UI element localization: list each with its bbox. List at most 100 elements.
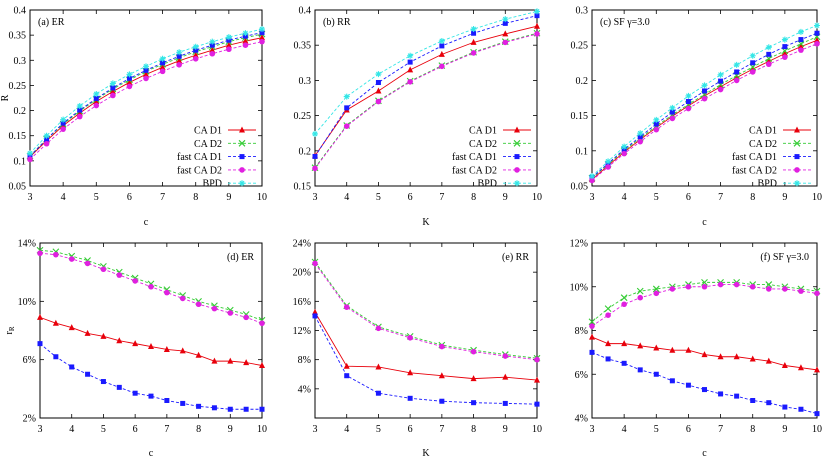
data-point xyxy=(211,357,218,364)
data-point xyxy=(85,371,91,377)
x-tick-label: 5 xyxy=(376,192,381,203)
x-axis-label: c xyxy=(702,448,707,459)
x-tick-label: 10 xyxy=(812,192,822,203)
x-axis-label: c xyxy=(149,448,154,459)
data-point xyxy=(148,393,154,399)
data-point xyxy=(76,109,83,116)
data-point xyxy=(68,324,75,331)
y-tick-label: 12% xyxy=(570,239,588,250)
data-point xyxy=(227,357,234,364)
x-tick-label: 8 xyxy=(750,192,755,203)
data-point xyxy=(534,376,540,383)
data-point xyxy=(43,140,50,147)
data-point xyxy=(159,55,166,62)
data-point xyxy=(669,378,675,384)
data-point xyxy=(159,68,166,75)
data-point xyxy=(312,260,318,267)
y-tick-label: 0.1 xyxy=(14,156,27,167)
data-point xyxy=(589,333,595,340)
y-tick-label: 12% xyxy=(293,326,311,337)
data-point xyxy=(781,362,788,368)
legend-marker xyxy=(794,180,800,187)
data-point xyxy=(502,30,509,37)
legend-marker xyxy=(239,167,245,173)
data-point xyxy=(242,30,249,37)
data-point xyxy=(470,375,477,382)
plot-frame xyxy=(39,242,263,419)
data-point xyxy=(718,78,724,84)
data-point xyxy=(259,34,265,41)
data-point xyxy=(76,113,83,120)
data-point xyxy=(163,345,170,352)
data-point xyxy=(636,287,644,295)
data-point xyxy=(195,301,202,308)
legend-label: fast CA D1 xyxy=(732,152,777,163)
data-point xyxy=(588,318,596,326)
data-point xyxy=(717,86,724,93)
x-tick-label: 9 xyxy=(503,192,508,203)
data-point xyxy=(93,90,100,97)
data-point xyxy=(109,80,116,87)
series-line-fast-ca-d1 xyxy=(39,343,262,410)
x-tick-label: 3 xyxy=(313,424,318,435)
y-tick-label: 2% xyxy=(23,414,36,425)
data-point xyxy=(407,59,413,65)
data-point xyxy=(685,99,691,105)
data-point xyxy=(77,107,83,113)
data-point xyxy=(439,43,445,49)
y-tick-label: 0.25 xyxy=(294,111,312,122)
data-point xyxy=(605,356,611,362)
data-point xyxy=(750,60,756,66)
data-point xyxy=(797,43,804,50)
data-point xyxy=(604,305,612,313)
x-tick-label: 8 xyxy=(471,424,476,435)
y-tick-label: 0.35 xyxy=(294,41,312,52)
panel-d: 3 4 5 6 7 8 9 10 2% 6% 10% 14% (d) ER c rR xyxy=(4,239,267,460)
data-point xyxy=(132,340,139,347)
data-point xyxy=(621,360,627,366)
series-line-ca-d2 xyxy=(29,33,263,157)
x-tick-label: 5 xyxy=(376,424,381,435)
data-point xyxy=(797,28,804,35)
data-point xyxy=(126,83,133,90)
legend-marker xyxy=(239,180,245,187)
legend-marker xyxy=(514,180,520,187)
data-point xyxy=(534,356,540,363)
series-line-fast-ca-d2 xyxy=(314,33,538,169)
x-tick-label: 8 xyxy=(471,192,476,203)
x-tick-label: 6 xyxy=(127,192,132,203)
data-point xyxy=(193,47,199,53)
data-point xyxy=(702,387,707,393)
data-point xyxy=(438,50,445,57)
data-point xyxy=(37,313,43,320)
data-point xyxy=(196,403,202,409)
data-point xyxy=(160,60,166,66)
x-tick-label: 9 xyxy=(503,424,508,435)
data-point xyxy=(653,290,660,297)
data-point xyxy=(605,164,611,170)
data-point xyxy=(439,63,445,70)
y-axis-label: R xyxy=(0,94,11,101)
data-point xyxy=(243,314,249,321)
panel-a: 3 4 5 6 7 8 9 10 0.05 0.1 0.15 0.2 0.25 0.3 0.35 0.4 (a)… xyxy=(0,6,267,229)
data-point xyxy=(84,260,91,267)
legend-marker xyxy=(793,139,801,147)
data-point xyxy=(344,105,350,111)
data-point xyxy=(176,49,183,56)
x-tick-label: 9 xyxy=(226,192,231,203)
x-tick-label: 9 xyxy=(782,424,787,435)
data-point xyxy=(781,36,788,43)
data-point xyxy=(701,351,708,358)
legend-marker xyxy=(514,126,520,133)
data-point xyxy=(69,364,75,370)
series-line-fast-ca-d2 xyxy=(29,41,263,160)
data-point xyxy=(766,51,772,57)
data-point xyxy=(109,87,116,94)
data-point xyxy=(749,52,756,59)
y-tick-label: 0.3 xyxy=(14,56,27,67)
series-line-ca-d2 xyxy=(314,261,538,359)
data-point xyxy=(126,75,132,81)
panel-title: (c) SF γ=3.0 xyxy=(600,17,650,28)
data-point xyxy=(502,39,509,46)
